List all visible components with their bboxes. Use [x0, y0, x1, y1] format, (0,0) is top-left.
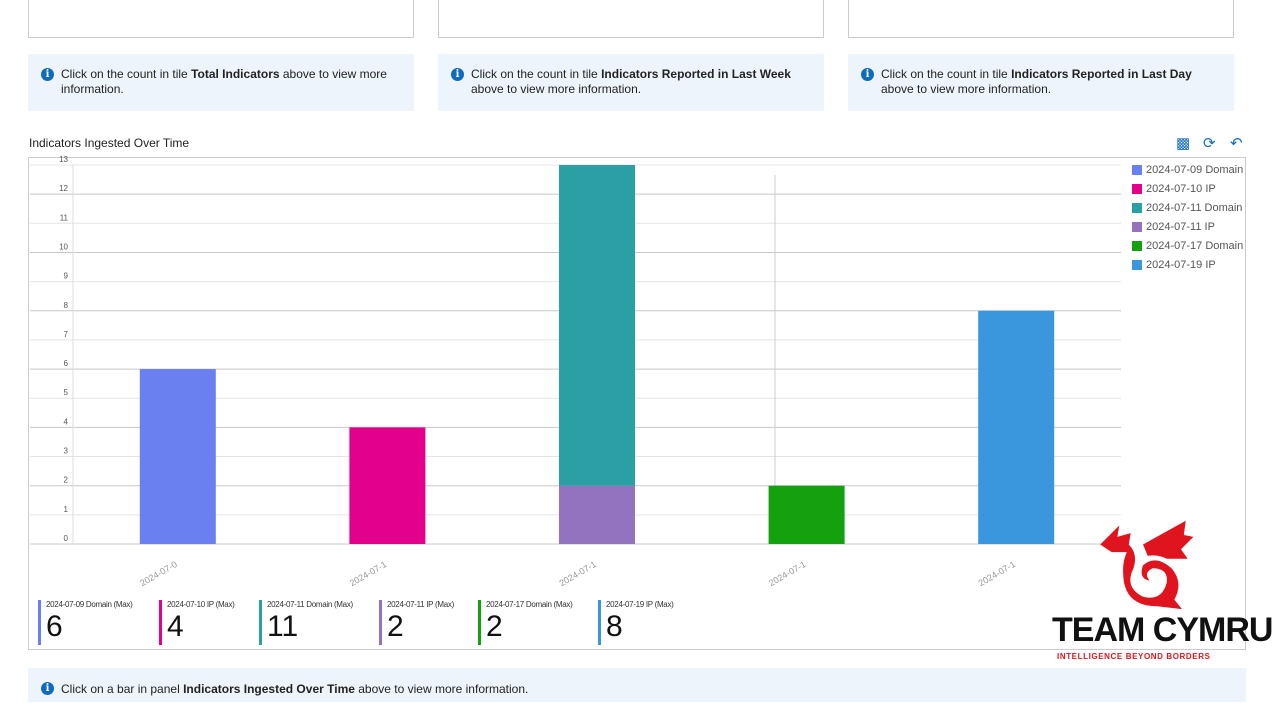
card-label: 2024-07-10 IP (Max) [167, 600, 235, 609]
info-icon: i [451, 68, 464, 81]
legend-label: 2024-07-19 IP [1146, 258, 1216, 271]
tile-last-week[interactable] [438, 0, 824, 38]
x-tick-label: 2024-07-1 [977, 559, 1018, 588]
legend-item[interactable]: 2024-07-11 Domain [1132, 198, 1243, 217]
chart-legend: 2024-07-09 Domain 2024-07-10 IP 2024-07-11… [1132, 160, 1243, 274]
info-text: above to view more information. [354, 682, 529, 696]
y-tick-label: 4 [64, 417, 69, 426]
info-text: above to view more information. [881, 82, 1052, 96]
legend-item[interactable]: 2024-07-10 IP [1132, 179, 1243, 198]
y-tick-label: 3 [64, 447, 69, 456]
card-label: 2024-07-19 IP (Max) [606, 600, 674, 609]
info-text: above to view more information. [61, 67, 387, 96]
refresh-icon[interactable]: ⟳ [1203, 135, 1216, 152]
card-label: 2024-07-11 IP (Max) [387, 600, 454, 609]
legend-item[interactable]: 2024-07-17 Domain [1132, 236, 1243, 255]
info-text: Click on a bar in panel [61, 682, 184, 696]
info-bold: Indicators Reported in Last Week [601, 67, 791, 81]
legend-swatch [1132, 259, 1142, 270]
x-tick-label: 2024-07-1 [348, 559, 389, 588]
y-tick-label: 2 [64, 476, 69, 485]
logo-name: TEAM CYMRU [1052, 611, 1273, 649]
info-bold: Total Indicators [191, 67, 280, 81]
pin-icon[interactable]: ▩ [1176, 135, 1191, 152]
undo-icon[interactable]: ↶ [1230, 135, 1243, 152]
card-value: 2 [387, 610, 404, 643]
tile-total-indicators[interactable] [28, 0, 414, 38]
card-value: 4 [167, 610, 184, 643]
y-tick-label: 9 [64, 272, 69, 281]
legend-swatch [1132, 202, 1142, 213]
bar-2024-07-09-Domain[interactable] [139, 369, 216, 544]
y-tick-label: 0 [64, 534, 69, 543]
legend-swatch [1132, 164, 1142, 175]
info-bold: Indicators Reported in Last Day [1011, 67, 1192, 81]
info-last-week: i Click on the count in tile Indicators R… [438, 54, 824, 111]
legend-item[interactable]: 2024-07-09 Domain [1132, 160, 1243, 179]
info-text: Click on the count in tile [881, 67, 1012, 81]
y-tick-label: 12 [59, 184, 68, 193]
y-tick-label: 5 [64, 388, 69, 397]
info-text: Click on the count in tile [471, 67, 602, 81]
chart-panel [28, 157, 1246, 650]
info-ingested: i Click on a bar in panel Indicators Inge… [28, 668, 1246, 702]
card-value: 11 [267, 610, 299, 643]
info-icon: i [41, 682, 54, 695]
x-tick-label: 2024-07-1 [557, 559, 598, 588]
legend-swatch [1132, 183, 1142, 194]
legend-swatch [1132, 221, 1142, 232]
y-tick-label: 1 [64, 505, 69, 514]
card-label: 2024-07-09 Domain (Max) [46, 600, 133, 609]
bar-2024-07-11-IP[interactable] [559, 485, 635, 544]
y-tick-label: 10 [59, 242, 68, 251]
summary-card[interactable]: 2024-07-11 Domain (Max) 11 [259, 600, 353, 645]
logo-tagline: INTELLIGENCE BEYOND BORDERS [1057, 652, 1211, 661]
legend-label: 2024-07-11 IP [1146, 220, 1215, 233]
legend-label: 2024-07-17 Domain [1146, 239, 1244, 252]
panel-title: Indicators Ingested Over Time [29, 136, 190, 150]
summary-card[interactable]: 2024-07-17 Domain (Max) 2 [478, 600, 573, 645]
bar-2024-07-17-Domain[interactable] [768, 485, 845, 544]
y-tick-label: 6 [64, 359, 69, 368]
legend-swatch [1132, 240, 1142, 251]
dragon-logo-icon [1100, 520, 1194, 610]
legend-item[interactable]: 2024-07-19 IP [1132, 255, 1243, 274]
info-text: above to view more information. [471, 82, 642, 96]
info-text: Click on the count in tile [61, 67, 192, 81]
bar-2024-07-10-IP[interactable] [349, 427, 426, 544]
bar-2024-07-19-IP[interactable] [978, 310, 1055, 544]
bar-2024-07-11-Domain[interactable] [559, 165, 635, 486]
info-total-indicators: i Click on the count in tile Total Indica… [28, 54, 414, 111]
y-tick-label: 7 [64, 330, 69, 339]
x-tick-label: 2024-07-1 [767, 559, 808, 588]
legend-label: 2024-07-11 Domain [1146, 201, 1243, 214]
info-last-day: i Click on the count in tile Indicators R… [848, 54, 1234, 111]
summary-card[interactable]: 2024-07-10 IP (Max) 4 [159, 600, 235, 645]
summary-card[interactable]: 2024-07-11 IP (Max) 2 [379, 600, 454, 645]
tile-last-day[interactable] [848, 0, 1234, 38]
info-bold: Indicators Ingested Over Time [183, 682, 355, 696]
card-value: 8 [606, 610, 623, 643]
card-label: 2024-07-11 Domain (Max) [267, 600, 353, 609]
y-tick-label: 13 [59, 155, 68, 164]
summary-card[interactable]: 2024-07-09 Domain (Max) 6 [38, 600, 133, 645]
legend-item[interactable]: 2024-07-11 IP [1132, 217, 1243, 236]
y-tick-label: 8 [64, 301, 69, 310]
legend-label: 2024-07-10 IP [1146, 182, 1216, 195]
card-value: 2 [486, 610, 503, 643]
summary-card[interactable]: 2024-07-19 IP (Max) 8 [598, 600, 674, 645]
info-icon: i [41, 68, 54, 81]
legend-label: 2024-07-09 Domain [1146, 163, 1244, 176]
card-value: 6 [46, 610, 63, 643]
card-label: 2024-07-17 Domain (Max) [486, 600, 573, 609]
y-tick-label: 11 [60, 213, 69, 222]
info-icon: i [861, 68, 874, 81]
x-tick-label: 2024-07-0 [138, 559, 179, 588]
